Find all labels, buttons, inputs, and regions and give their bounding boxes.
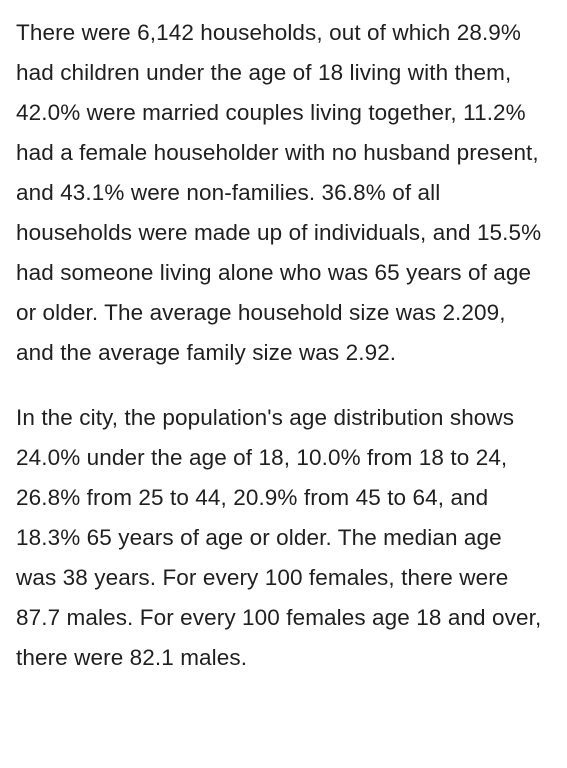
household-paragraph: There were 6,142 households, out of whic… [16,20,542,365]
age-distribution-paragraph: In the city, the population's age distri… [16,405,542,670]
